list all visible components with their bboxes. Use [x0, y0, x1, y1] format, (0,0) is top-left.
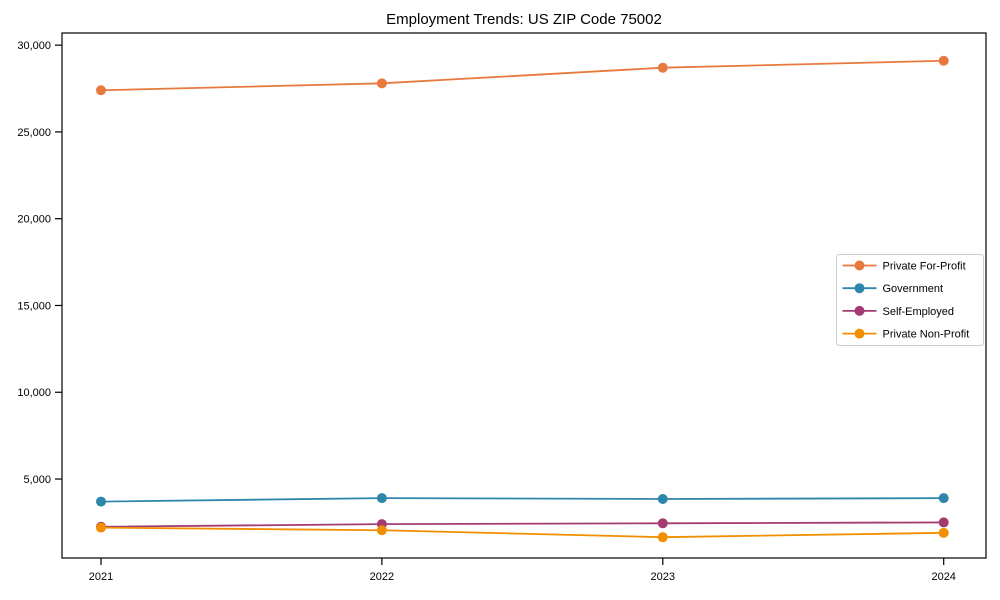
legend-marker-icon [854, 260, 865, 271]
x-tick-label: 2021 [89, 571, 113, 583]
data-point-government-2021 [96, 496, 106, 507]
series-line-self-employed [100, 521, 944, 528]
data-point-private-for-profit-2023 [657, 62, 668, 73]
x-tick-label: 2024 [931, 571, 955, 583]
legend-item-self-employed: Self-Employed [842, 305, 955, 318]
legend-label: Self-Employed [883, 306, 955, 318]
legend-label: Private Non-Profit [883, 328, 970, 340]
data-point-government-2023 [657, 493, 668, 504]
series-government [96, 493, 949, 507]
plot-area-border [61, 32, 987, 559]
y-tick-label: 15,000 [17, 300, 51, 312]
series-line-private-for-profit [100, 59, 944, 92]
legend-item-private-for-profit: Private For-Profit [842, 260, 966, 272]
chart-title: Employment Trends: US ZIP Code 75002 [386, 11, 662, 28]
y-tick-label: 10,000 [17, 387, 51, 399]
x-tick-label: 2022 [370, 571, 394, 583]
data-point-private-for-profit-2024 [938, 55, 949, 66]
y-axis: 5,000 10,000 15,000 20,000 25,000 30,000 [17, 40, 62, 486]
y-tick-label: 30,000 [17, 40, 51, 52]
data-point-self-employed-2023 [657, 518, 668, 529]
series-private-for-profit [96, 55, 949, 96]
legend-box [836, 254, 984, 346]
x-tick-label: 2023 [651, 571, 675, 583]
data-point-private-non-profit-2022 [376, 525, 387, 536]
series-private-non-profit [96, 522, 949, 543]
data-point-private-non-profit-2024 [938, 527, 949, 538]
data-point-government-2022 [376, 493, 387, 504]
legend: Private For-Profit Government Self-Employe… [836, 254, 984, 346]
legend-marker-icon [854, 305, 865, 316]
y-tick-label: 25,000 [17, 127, 51, 139]
data-point-private-for-profit-2022 [376, 78, 387, 89]
y-tick-label: 5,000 [23, 474, 51, 486]
legend-marker-icon [854, 328, 865, 339]
legend-marker-icon [854, 283, 865, 294]
legend-item-private-non-profit: Private Non-Profit [842, 328, 970, 340]
series-group [96, 55, 949, 543]
series-line-government [100, 497, 944, 503]
legend-label: Government [883, 283, 944, 295]
data-point-self-employed-2024 [938, 517, 949, 528]
series-line-private-non-profit [100, 526, 944, 539]
data-point-government-2024 [938, 493, 949, 504]
data-point-private-non-profit-2021 [96, 522, 106, 533]
data-point-private-for-profit-2021 [96, 85, 106, 96]
legend-item-government: Government [842, 283, 944, 295]
legend-label: Private For-Profit [883, 260, 966, 272]
data-point-private-non-profit-2023 [657, 532, 668, 543]
x-axis: 2021 2022 2023 2024 [89, 558, 956, 583]
y-tick-label: 20,000 [17, 214, 51, 226]
